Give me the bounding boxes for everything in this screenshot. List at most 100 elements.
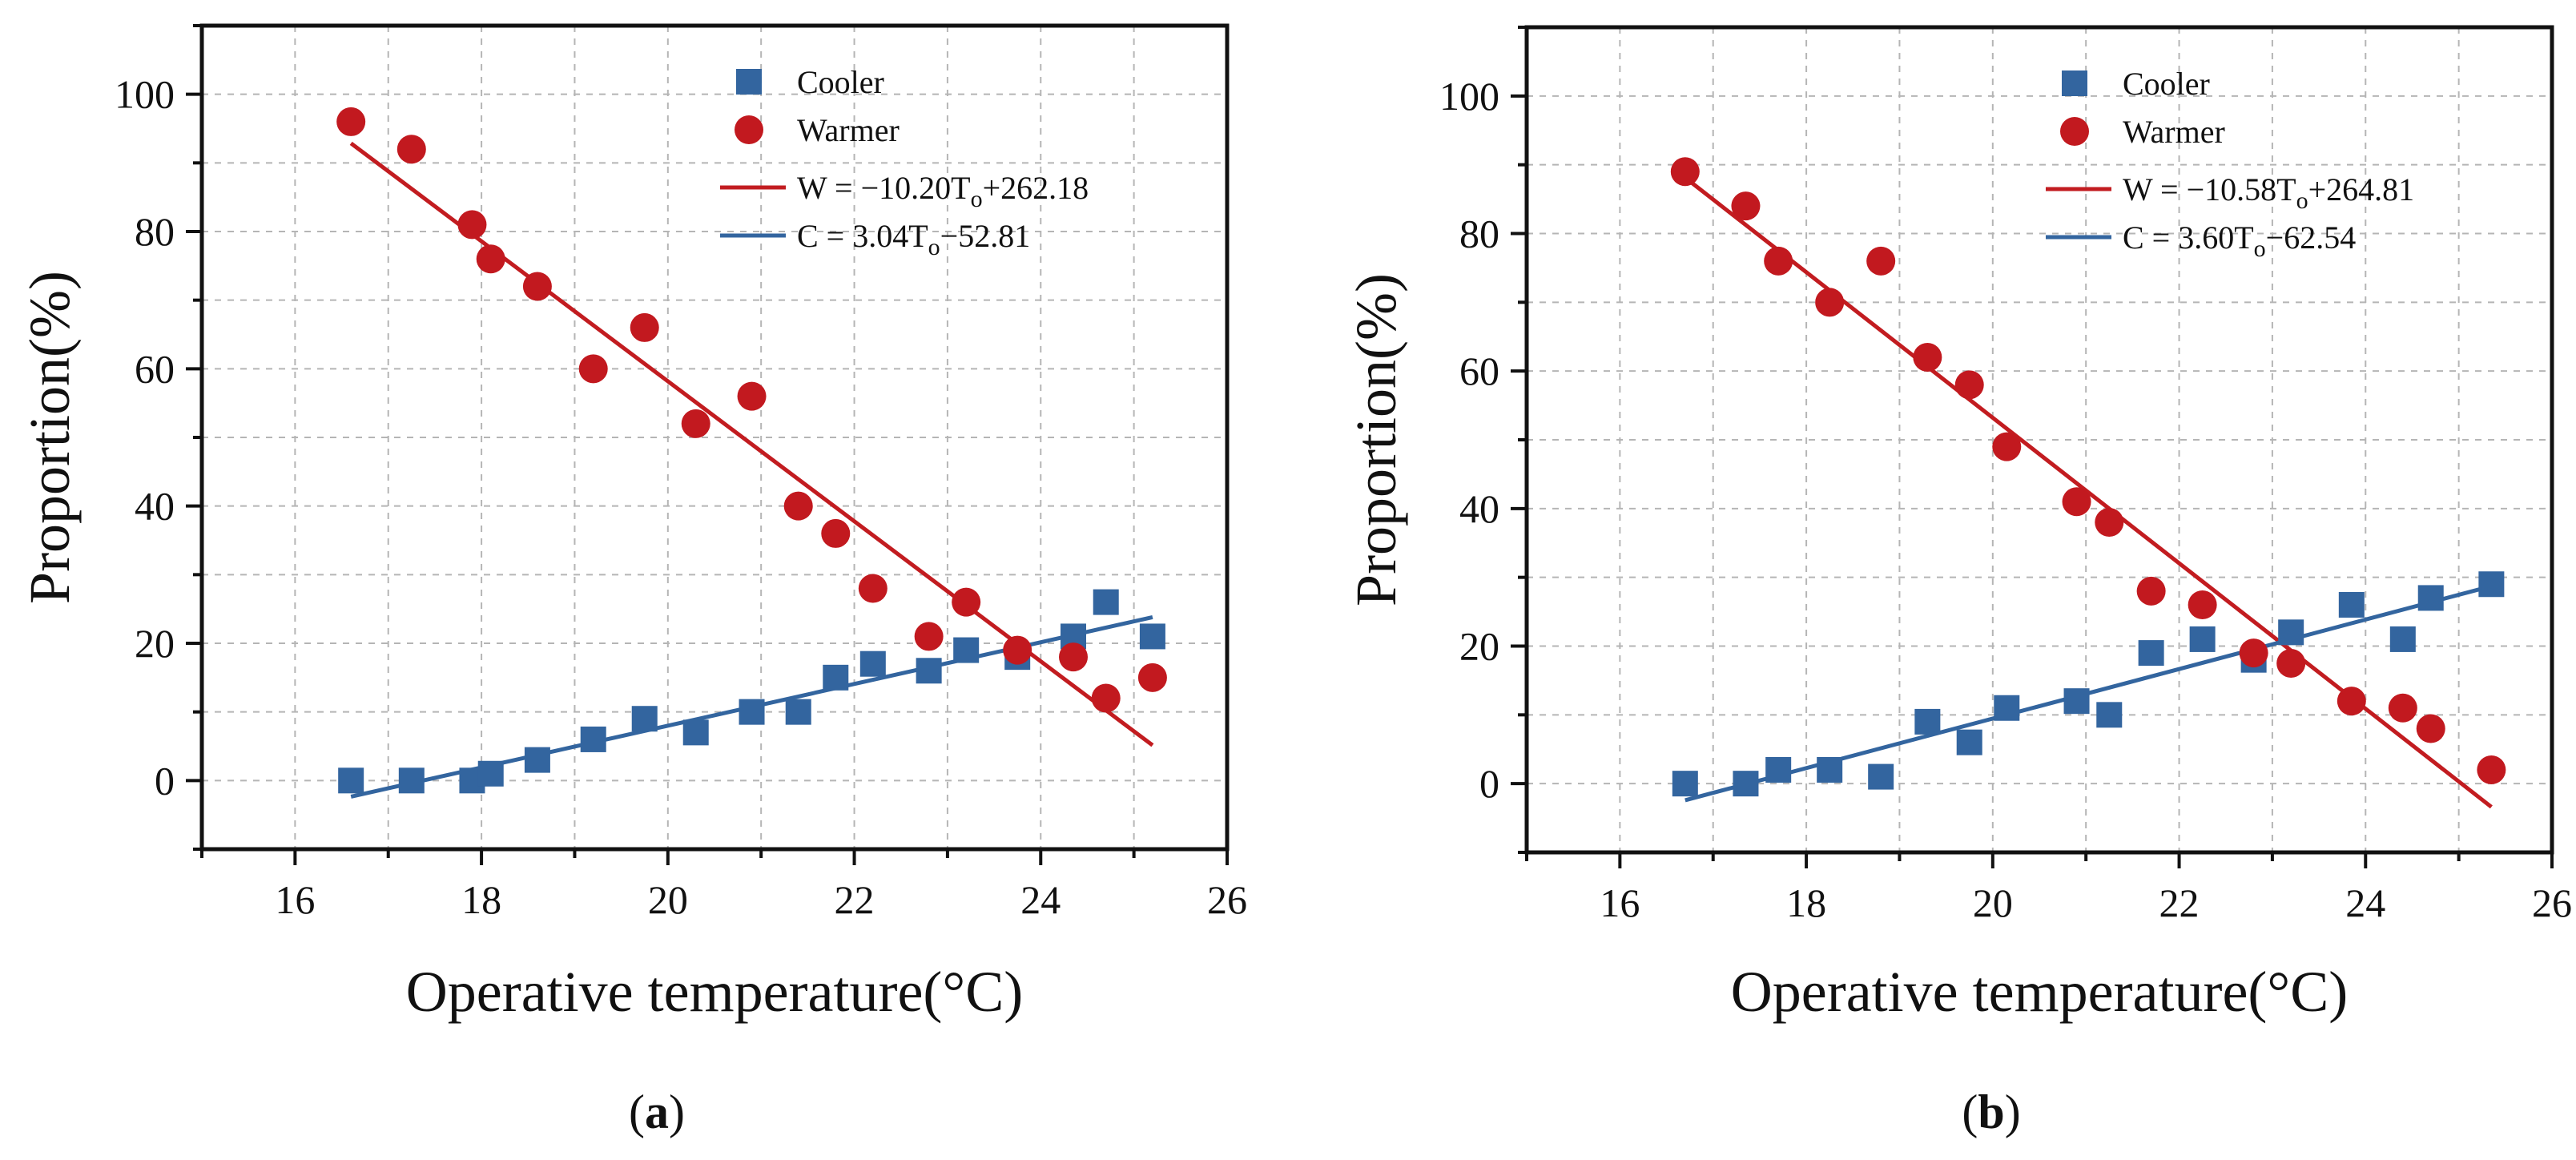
ticks [186, 24, 1229, 865]
warmer-point [1091, 683, 1121, 713]
y-tick-label: 0 [155, 758, 175, 803]
cooler-point [2417, 585, 2444, 611]
legend: Cooler Warmer W = −10.20To+262.18 C = 3.04T… [720, 64, 1089, 260]
y-tick-label: 80 [135, 209, 175, 254]
warmer-point [2416, 714, 2445, 743]
cooler-point [1733, 771, 1759, 797]
cooler-point [823, 664, 849, 691]
y-tick-label: 20 [1459, 624, 1499, 669]
warmer-point [1003, 635, 1032, 665]
warmer-point [821, 518, 851, 548]
warmer-series [1670, 157, 2506, 784]
cooler-point [1765, 757, 1792, 783]
warmer-point [2188, 590, 2217, 619]
cooler-point [916, 658, 942, 684]
ticks [1511, 26, 2554, 868]
warmer-point [952, 587, 981, 617]
cooler-point [524, 747, 550, 773]
cooler-point [1956, 729, 1982, 755]
legend-warmer-label: Warmer [2123, 114, 2225, 150]
warmer-point [630, 312, 659, 342]
x-tick-label: 16 [275, 877, 315, 922]
warmer-point [1913, 343, 1942, 372]
warmer-point [457, 210, 487, 240]
y-tick-label: 60 [1459, 348, 1499, 393]
warmer-point [1954, 370, 1984, 400]
x-tick-label: 26 [2532, 880, 2572, 925]
y-axis-title: Proportion(%) [18, 271, 82, 604]
legend-cooler-fit-label: C = 3.04To−52.81 [797, 218, 1030, 260]
cooler-point [398, 767, 425, 794]
cooler-point [2278, 619, 2304, 646]
warmer-point [578, 354, 608, 384]
cooler-point [1139, 623, 1165, 650]
cooler-point [2096, 702, 2123, 728]
warmer-point [2337, 687, 2366, 716]
warmer-point [1731, 191, 1761, 221]
cooler-point [2063, 688, 2090, 715]
x-tick-label: 24 [2345, 880, 2385, 925]
cooler-point [2338, 592, 2365, 618]
legend-cooler-marker [736, 69, 762, 95]
cooler-point [2389, 626, 2416, 652]
cooler-point [1914, 708, 1941, 735]
warmer-point [476, 244, 505, 274]
x-tick-label: 20 [648, 877, 688, 922]
warmer-point [2136, 576, 2166, 606]
legend-warmer-fit-label: W = −10.20To+262.18 [797, 170, 1089, 212]
cooler-point [2478, 571, 2505, 598]
legend-warmer-label: Warmer [797, 112, 900, 148]
chart-panel-a: 16 18 20 22 24 26 0 20 40 60 80 100 Operative temper… [18, 23, 1247, 1138]
legend-cooler-label: Cooler [2123, 66, 2210, 102]
cooler-point [682, 719, 709, 746]
x-tick-label: 24 [1020, 877, 1061, 922]
warmer-point [1059, 642, 1088, 672]
warmer-point [1137, 663, 1167, 692]
legend-warmer-marker [735, 115, 763, 144]
legend-cooler-fit-label: C = 3.60To−62.54 [2123, 220, 2356, 262]
x-tick-label: 22 [2159, 880, 2200, 925]
warmer-point [1764, 246, 1793, 276]
warmer-point [737, 381, 767, 411]
y-tick-label: 80 [1459, 211, 1499, 256]
warmer-point [914, 622, 944, 651]
warmer-point [2388, 693, 2417, 723]
warmer-point [522, 272, 552, 301]
cooler-point [631, 706, 658, 732]
warmer-point [783, 491, 813, 521]
x-tick-label: 26 [1207, 877, 1247, 922]
cooler-point [580, 726, 606, 752]
cooler-point [1868, 763, 1894, 790]
cooler-point [859, 650, 886, 677]
cooler-point [1994, 695, 2020, 721]
cooler-point [338, 767, 364, 794]
legend-warmer-fit-label: W = −10.58To+264.81 [2123, 171, 2414, 214]
cooler-point [477, 760, 504, 787]
warmer-point [858, 574, 888, 603]
cooler-point [1817, 757, 1843, 783]
warmer-point [1992, 432, 2022, 461]
warmer-point [2477, 755, 2506, 784]
legend: Cooler Warmer W = −10.58To+264.81 C = 3.60T… [2046, 66, 2414, 262]
x-tick-label: 18 [461, 877, 501, 922]
legend-cooler-label: Cooler [797, 64, 884, 100]
warmer-point [2276, 648, 2306, 678]
x-tick-label: 20 [1973, 880, 2013, 925]
panel-label-b: (b) [1962, 1085, 2020, 1138]
x-tick-label: 22 [835, 877, 875, 922]
x-axis-title: Operative temperature(°C) [406, 960, 1023, 1024]
warmer-series [336, 107, 1167, 713]
warmer-point [1866, 246, 1896, 276]
grid [202, 26, 1227, 849]
y-tick-label: 100 [115, 72, 175, 117]
cooler-point [2189, 626, 2216, 652]
panel-label-a: (a) [629, 1085, 685, 1138]
warmer-point [1670, 157, 1700, 187]
warmer-point [336, 107, 366, 136]
grid [1527, 27, 2552, 852]
legend-warmer-marker [2060, 117, 2089, 146]
cooler-point [739, 699, 765, 725]
warmer-point [681, 409, 710, 438]
y-tick-label: 40 [1459, 486, 1499, 531]
